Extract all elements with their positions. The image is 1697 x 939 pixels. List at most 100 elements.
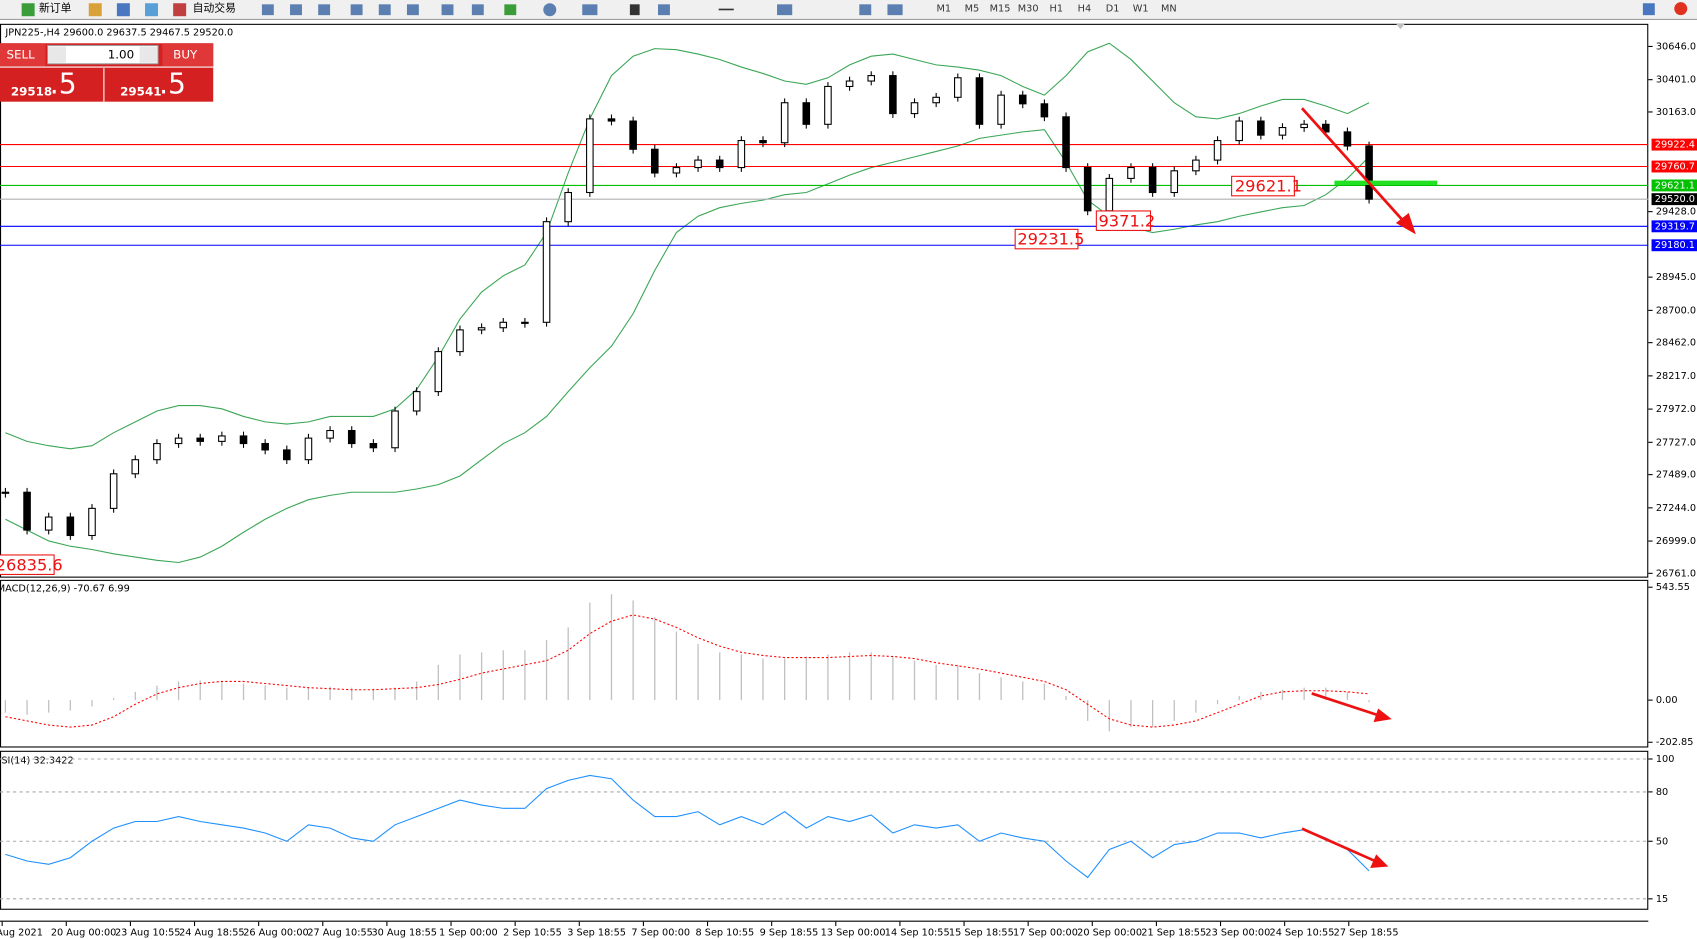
x-tick-label: 15 Sep 18:55 (949, 928, 1014, 939)
candle (1321, 123, 1330, 133)
x-tick-label: 26 Aug 00:00 (243, 928, 309, 939)
shift-marker[interactable] (1396, 23, 1405, 30)
lot-up[interactable] (139, 46, 157, 63)
text-tool[interactable] (859, 4, 872, 16)
candle (304, 437, 313, 461)
candle (629, 120, 637, 150)
tool-icon[interactable] (261, 4, 274, 16)
sell-label[interactable]: SELL (6, 48, 35, 62)
timeframe-button[interactable]: H4 (1078, 4, 1092, 15)
buy-button[interactable] (162, 43, 214, 66)
candle (1213, 140, 1222, 161)
x-tick-label: 3 Sep 18:55 (567, 928, 626, 939)
level-label-bg (1651, 220, 1697, 233)
candle (845, 80, 854, 87)
timeframe-button[interactable]: M15 (990, 4, 1011, 15)
timeframe-button[interactable]: M30 (1018, 4, 1039, 15)
x-tick-label: 17 Sep 00:00 (1013, 928, 1078, 939)
tool-icon[interactable] (290, 4, 302, 16)
candle (477, 327, 486, 331)
new-order-icon[interactable] (21, 3, 35, 17)
sell-fraction[interactable]: .5 (50, 67, 77, 100)
candle (131, 459, 140, 475)
timeframe-button[interactable]: M1 (936, 4, 951, 15)
candle (1192, 159, 1200, 172)
candle (650, 148, 659, 174)
buy-fraction[interactable]: .5 (159, 67, 186, 100)
x-tick-label: 23 Aug 10:55 (115, 928, 181, 939)
rsi-panel (0, 750, 1649, 910)
tool-icon[interactable] (318, 4, 331, 16)
tile[interactable] (406, 4, 419, 16)
fibo[interactable] (777, 4, 793, 16)
y-tick-label: 80 (1656, 787, 1668, 798)
candle (88, 507, 96, 537)
candle (1148, 167, 1157, 194)
candle (434, 351, 443, 393)
lot-field[interactable] (47, 44, 159, 65)
arrows-tool[interactable] (887, 4, 903, 16)
new-order-button[interactable]: 新订单 (39, 1, 72, 15)
x-tick-label: 21 Sep 18:55 (1141, 928, 1206, 939)
y-tick-label: 28462.0 (1656, 338, 1696, 349)
buy-price[interactable]: 29541 (120, 84, 161, 98)
toolbar-icon[interactable] (116, 3, 130, 17)
lot-down[interactable] (48, 46, 67, 63)
crosshair[interactable] (658, 4, 670, 16)
candle (347, 429, 356, 445)
candle (1083, 167, 1092, 212)
zoom-in[interactable] (350, 4, 363, 16)
candle (672, 167, 681, 174)
candle (910, 102, 919, 115)
level-label: 29621.1 (1655, 180, 1695, 191)
y-tick-label: 28217.0 (1656, 371, 1696, 382)
auto-trading-icon[interactable] (173, 3, 187, 17)
timeframe-button[interactable]: W1 (1133, 4, 1149, 15)
y-tick-label: 27727.0 (1656, 437, 1696, 448)
y-tick-label: 26999.0 (1656, 536, 1696, 547)
y-tick-label: 50 (1656, 836, 1668, 847)
hline[interactable] (718, 8, 734, 11)
x-tick-label: 30 Aug 18:55 (371, 928, 437, 939)
candle (542, 221, 551, 323)
y-tick-label: 29428.0 (1656, 207, 1696, 218)
timeframe-button[interactable]: D1 (1106, 4, 1120, 15)
main-panel (0, 23, 1649, 578)
rsi-title: RSI(14) 32.3422 (0, 756, 74, 767)
arrow-head (1373, 708, 1392, 723)
tool-icon[interactable] (471, 4, 484, 16)
arrow-macd (1311, 692, 1382, 718)
cursor[interactable] (629, 4, 640, 16)
arrow-rsi (1301, 827, 1379, 864)
lot-value[interactable]: 1.00 (108, 48, 134, 62)
indicators[interactable] (504, 4, 517, 16)
timeframe-button[interactable]: MN (1161, 4, 1177, 15)
level-label: 29922.4 (1655, 140, 1695, 151)
y-tick-label: 15 (1656, 894, 1668, 905)
periods[interactable] (543, 3, 557, 17)
candle (954, 77, 962, 98)
timeframe-button[interactable]: M5 (965, 4, 980, 15)
notification[interactable] (1674, 2, 1688, 16)
auto-trading-button[interactable]: 自动交易 (193, 1, 236, 15)
buy-label[interactable]: BUY (173, 48, 198, 62)
toolbar (0, 0, 1697, 20)
candle (174, 437, 183, 445)
candle (1040, 103, 1049, 118)
annotation: 9371.2 (1099, 211, 1156, 230)
sell-button[interactable] (0, 43, 46, 66)
search[interactable] (1642, 3, 1655, 16)
tool-icon[interactable] (441, 4, 454, 16)
x-tick-label: 9 Sep 18:55 (760, 928, 819, 939)
sell-price[interactable]: 29518 (11, 84, 52, 98)
candle (867, 75, 876, 82)
toolbar-icon[interactable] (145, 3, 159, 17)
templates[interactable] (582, 4, 598, 16)
y-tick-label: -202.85 (1656, 737, 1694, 748)
zoom-out[interactable] (378, 4, 391, 16)
one-click-panel: SELL 1.00 BUY 29518 .5 29541 .5 (0, 43, 214, 102)
rsi-line (5, 774, 1370, 879)
timeframe-button[interactable]: H1 (1050, 4, 1064, 15)
toolbar-icon[interactable] (88, 3, 102, 17)
level-label: 29319.7 (1655, 221, 1695, 232)
